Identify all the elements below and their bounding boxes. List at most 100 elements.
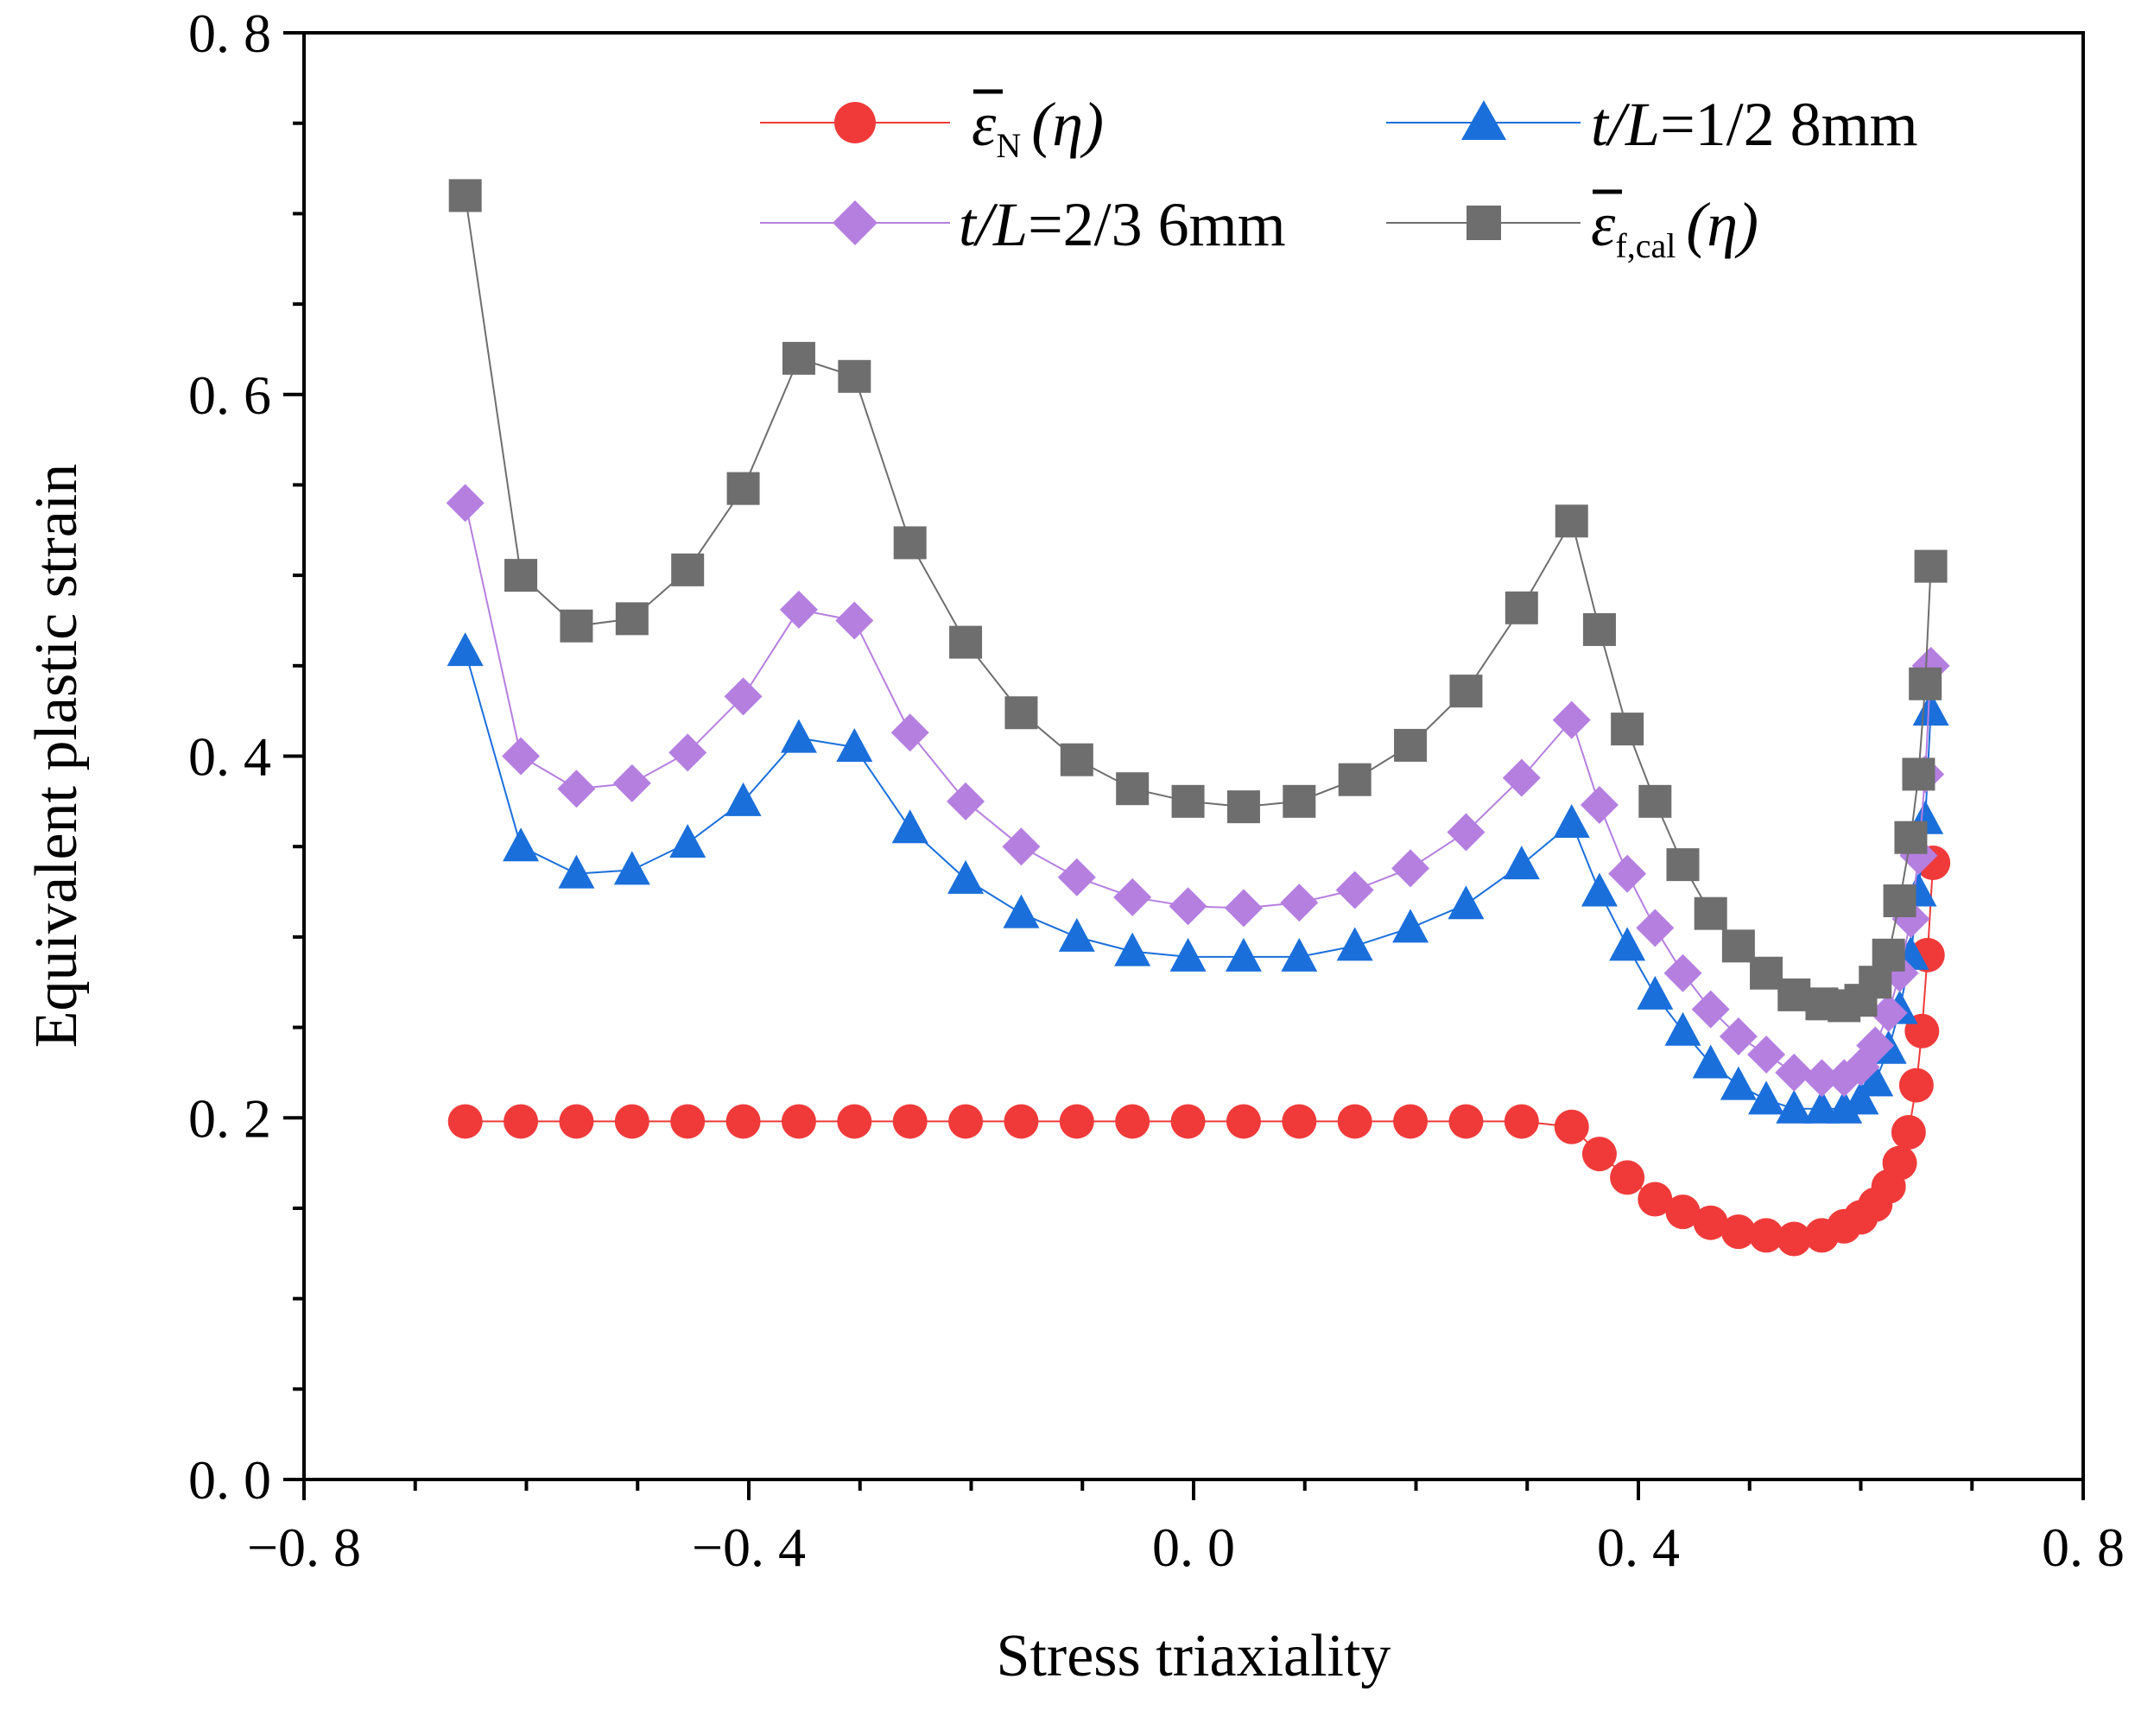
data-point — [1872, 938, 1905, 972]
data-point — [725, 782, 762, 816]
data-point — [1449, 675, 1483, 708]
data-point — [1448, 1104, 1484, 1139]
y-tick-label: 0. 4 — [188, 726, 271, 788]
legend-label-eps-fcal: εf,cal (η) — [1591, 190, 1758, 265]
data-point — [1392, 909, 1429, 943]
data-point — [782, 341, 815, 375]
data-point — [671, 553, 705, 586]
legend-entry-eps-fcal: εf,cal (η) — [1386, 189, 1758, 265]
data-point — [1749, 1218, 1784, 1253]
data-point — [1842, 1080, 1879, 1115]
data-point — [1638, 1182, 1673, 1217]
data-point — [835, 601, 874, 640]
data-point — [1555, 504, 1588, 538]
y-tick-label: 0. 8 — [188, 3, 271, 64]
data-point — [1891, 1115, 1926, 1150]
data-point — [1004, 696, 1038, 730]
data-point — [1777, 1221, 1812, 1257]
data-point — [504, 1104, 539, 1139]
data-point — [1058, 917, 1095, 952]
data-point — [1448, 885, 1485, 920]
data-point — [1393, 1104, 1429, 1139]
data-point — [1114, 932, 1151, 966]
data-point — [1502, 758, 1541, 797]
data-point — [1115, 1104, 1150, 1139]
data-point — [1170, 1104, 1206, 1139]
data-point — [1777, 978, 1811, 1011]
data-point — [1169, 937, 1207, 972]
data-point — [780, 719, 817, 753]
legend-entry-tl-12: t/L=1/2 8mm — [1386, 90, 1918, 159]
data-point — [1898, 1068, 1934, 1103]
data-point — [1116, 772, 1150, 806]
data-point — [1882, 1145, 1917, 1181]
axis-ticks — [283, 31, 2085, 1500]
x-tick-label: 0. 4 — [1597, 1517, 1680, 1578]
data-point — [447, 632, 484, 667]
data-point — [1694, 897, 1727, 930]
data-point — [1894, 820, 1928, 854]
data-point — [1914, 549, 1948, 583]
data-point — [1224, 889, 1263, 928]
data-point — [1113, 878, 1152, 916]
data-point — [560, 609, 593, 643]
legend-entry-eps-n: εN (η) — [760, 89, 1104, 165]
data-point — [1663, 954, 1702, 992]
data-point — [948, 1104, 984, 1139]
data-point — [1747, 1035, 1786, 1074]
data-point — [559, 1104, 594, 1139]
x-tick-label: −0. 8 — [247, 1517, 361, 1578]
data-point — [446, 484, 485, 523]
data-point — [837, 1104, 872, 1139]
data-point — [669, 824, 706, 858]
series-layer — [446, 179, 1951, 1257]
data-point — [557, 770, 596, 808]
data-point — [1226, 790, 1260, 824]
data-point — [448, 179, 482, 212]
series-1 — [447, 846, 1951, 1257]
data-point — [947, 782, 985, 820]
data-point — [612, 763, 651, 802]
data-point — [838, 359, 871, 393]
data-point — [836, 728, 873, 763]
y-axis-title: Equivalent plastic strain — [23, 464, 90, 1048]
data-point — [1912, 692, 1949, 726]
data-point — [1060, 743, 1093, 776]
data-point — [503, 827, 540, 862]
data-point — [1665, 1194, 1701, 1230]
legend-marker-eps-fcal — [1467, 206, 1501, 240]
legend-entry-tl-23: t/L=2/3 6mm — [760, 190, 1286, 259]
data-point — [1057, 858, 1096, 897]
data-point — [1391, 849, 1430, 888]
legend-marker-tl-23 — [833, 200, 877, 245]
data-point — [1666, 848, 1700, 882]
data-point — [1691, 990, 1730, 1029]
data-point — [1748, 1080, 1785, 1115]
data-point — [1721, 929, 1755, 963]
data-point — [502, 737, 541, 776]
data-point — [1336, 927, 1373, 961]
data-point — [1225, 937, 1262, 972]
data-point — [1283, 784, 1316, 818]
data-point — [1282, 1104, 1317, 1139]
data-point — [893, 526, 927, 560]
data-point — [1338, 763, 1372, 796]
data-point — [781, 1104, 816, 1139]
data-point — [725, 1104, 761, 1139]
tick-labels: −0. 8 −0. 4 0. 0 0. 4 0. 8 0. 0 0. 2 0. 4 0. 6 0.… — [188, 3, 2125, 1578]
data-point — [1226, 1104, 1261, 1139]
data-point — [1335, 871, 1374, 909]
data-point — [1581, 1137, 1617, 1172]
data-point — [1611, 713, 1644, 746]
data-point — [1004, 1104, 1039, 1139]
data-point — [558, 854, 595, 889]
y-tick-label: 0. 2 — [188, 1087, 271, 1149]
data-point — [891, 809, 928, 844]
data-point — [1552, 700, 1591, 739]
data-point — [1581, 872, 1618, 907]
data-point — [1776, 1089, 1813, 1124]
data-point — [1553, 803, 1590, 838]
data-point — [1693, 1205, 1728, 1240]
data-point — [1869, 993, 1908, 1032]
data-point — [1554, 1109, 1589, 1144]
